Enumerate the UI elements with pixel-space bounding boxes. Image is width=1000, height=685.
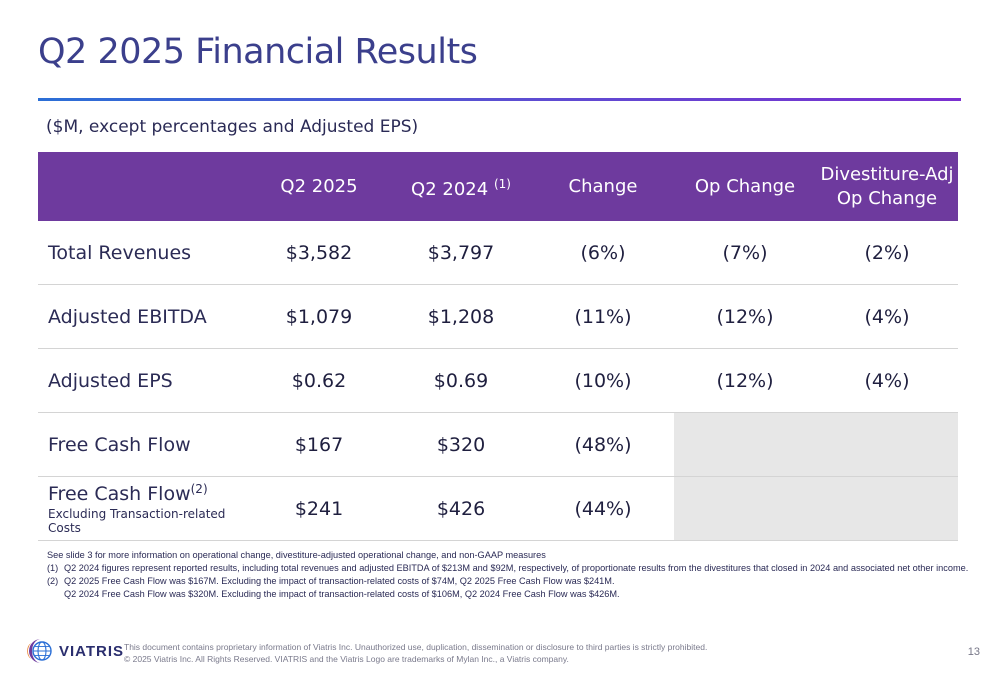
disclaimer: This document contains proprietary infor… <box>124 641 707 665</box>
cell-change: (11%) <box>532 284 674 349</box>
cell-op-change: (7%) <box>674 221 816 285</box>
footnote-2: (2) Q2 2025 Free Cash Flow was $167M. Ex… <box>47 575 977 588</box>
row-sublabel: Excluding Transaction-related Costs <box>48 507 226 535</box>
cell-empty <box>674 476 816 541</box>
cell-op-change: (12%) <box>674 284 816 349</box>
cell-change: (44%) <box>532 476 674 541</box>
cell-change: (10%) <box>532 348 674 413</box>
cell-q2-2025: $3,582 <box>248 221 390 285</box>
footnote-1: (1) Q2 2024 figures represent reported r… <box>47 562 977 575</box>
footnote-text: Q2 2025 Free Cash Flow was $167M. Exclud… <box>64 576 615 586</box>
cell-q2-2025: $167 <box>248 412 390 477</box>
row-label: Total Revenues <box>38 221 248 285</box>
header-change: Change <box>532 152 674 221</box>
table-row: Adjusted EBITDA $1,079 $1,208 (11%) (12%… <box>38 284 958 349</box>
cell-q2-2025: $1,079 <box>248 284 390 349</box>
footnote-intro: See slide 3 for more information on oper… <box>47 550 546 560</box>
row-label: Free Cash Flow <box>38 412 248 477</box>
cell-q2-2024: $320 <box>390 412 532 477</box>
cell-empty <box>816 476 958 541</box>
viatris-logo: VIATRIS <box>25 637 124 665</box>
footnote-text: Q2 2024 figures represent reported resul… <box>64 563 969 573</box>
cell-q2-2024: $0.69 <box>390 348 532 413</box>
footnote-text-continued: Q2 2024 Free Cash Flow was $320M. Exclud… <box>64 589 620 599</box>
logo-wordmark: VIATRIS <box>59 642 125 660</box>
footnote-marker: (2) <box>190 482 208 496</box>
footnote-number: (2) <box>47 576 59 586</box>
cell-divest-adj: (4%) <box>816 284 958 349</box>
header-divest-line2: Op Change <box>836 187 938 209</box>
table-row: Free Cash Flow(2) Excluding Transaction-… <box>38 476 958 541</box>
slide-title: Q2 2025 Financial Results <box>38 32 478 72</box>
disclaimer-line: This document contains proprietary infor… <box>124 642 708 652</box>
header-divestiture-adj-op-change: Divestiture-Adj Op Change <box>816 152 958 221</box>
header-op-change: Op Change <box>674 152 816 221</box>
cell-empty <box>816 412 958 477</box>
header-divest-line1: Divestiture-Adj <box>820 163 954 185</box>
cell-q2-2025: $241 <box>248 476 390 541</box>
financial-results-table: Q2 2025 Q2 2024 (1) Change Op Change Div… <box>38 152 958 541</box>
page-number: 13 <box>967 646 980 658</box>
row-label: Adjusted EPS <box>38 348 248 413</box>
cell-empty <box>674 412 816 477</box>
cell-op-change: (12%) <box>674 348 816 413</box>
cell-q2-2024: $1,208 <box>390 284 532 349</box>
cell-q2-2024: $426 <box>390 476 532 541</box>
cell-q2-2024: $3,797 <box>390 221 532 285</box>
cell-q2-2025: $0.62 <box>248 348 390 413</box>
cell-change: (48%) <box>532 412 674 477</box>
header-q2-2024: Q2 2024 (1) <box>390 152 532 221</box>
table-row: Total Revenues $3,582 $3,797 (6%) (7%) (… <box>38 221 958 285</box>
cell-change: (6%) <box>532 221 674 285</box>
row-label: Free Cash Flow <box>48 483 191 505</box>
row-label: Adjusted EBITDA <box>38 284 248 349</box>
disclaimer-line: © 2025 Viatris Inc. All Rights Reserved.… <box>124 654 569 664</box>
header-q2-2024-label: Q2 2024 <box>411 178 489 200</box>
viatris-globe-icon <box>27 639 52 663</box>
footnote-marker: (1) <box>493 176 511 191</box>
cell-divest-adj: (4%) <box>816 348 958 413</box>
table-header-row: Q2 2025 Q2 2024 (1) Change Op Change Div… <box>38 152 958 221</box>
header-metric <box>38 152 248 221</box>
header-q2-2025: Q2 2025 <box>248 152 390 221</box>
table-subtitle: ($M, except percentages and Adjusted EPS… <box>46 117 419 137</box>
title-divider <box>38 98 961 101</box>
footnotes: See slide 3 for more information on oper… <box>47 549 977 601</box>
table-row: Free Cash Flow $167 $320 (48%) <box>38 412 958 477</box>
cell-divest-adj: (2%) <box>816 221 958 285</box>
row-label-cell: Free Cash Flow(2) Excluding Transaction-… <box>38 476 248 541</box>
table-row: Adjusted EPS $0.62 $0.69 (10%) (12%) (4%… <box>38 348 958 413</box>
footnote-number: (1) <box>47 563 59 573</box>
